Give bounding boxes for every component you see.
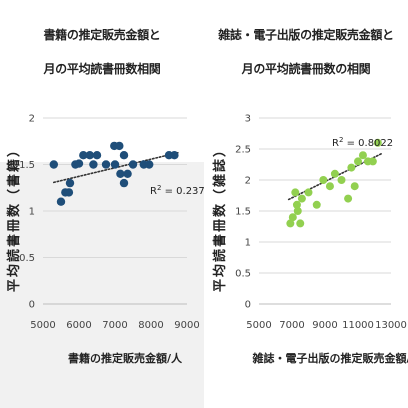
- data-point: [292, 200, 301, 209]
- data-point: [89, 160, 98, 169]
- chart-panel-books: 書籍の推定販売金額と 月の平均読書冊数相関 0 0.5 1 1.5 2 5000 6000 7…: [6, 28, 205, 366]
- data-point: [115, 141, 124, 151]
- shaded-background-band: [0, 162, 204, 408]
- data-point: [350, 182, 359, 191]
- r-squared-label: R2 = 0.237: [150, 184, 205, 197]
- x-axis-label: 雑誌・電子出版の推定販売金額/人: [251, 351, 408, 365]
- data-point: [123, 169, 132, 178]
- y-tick-label: 0: [29, 300, 35, 311]
- data-point: [347, 163, 356, 172]
- chart-panel-magazines: 雑誌・電子出版の推定販売金額と 月の平均読書冊数の相関 0 0.5 1 1.5 2 2.5…: [204, 0, 408, 408]
- y-axis-label: 平均読書冊数（書籍）: [6, 142, 22, 292]
- data-point: [286, 219, 295, 228]
- y-tick-label: 1: [245, 238, 251, 249]
- data-point: [330, 169, 339, 178]
- y-tick-label: 2: [245, 176, 251, 187]
- data-point: [293, 207, 302, 215]
- data-point: [296, 219, 305, 228]
- chart-title-line1: 雑誌・電子出版の推定販売金額と: [218, 28, 394, 42]
- data-point: [65, 178, 75, 188]
- x-tick-label: 5000: [30, 320, 55, 331]
- data-point: [116, 169, 125, 178]
- data-point: [64, 188, 74, 197]
- data-point: [145, 160, 154, 169]
- data-point: [101, 160, 111, 169]
- data-point: [85, 151, 95, 160]
- y-tick-label: 0.5: [19, 253, 35, 264]
- data-point: [297, 194, 306, 203]
- x-tick-label: 9000: [174, 320, 199, 331]
- chart-title-line2: 月の平均読書冊数の相関: [241, 62, 371, 76]
- x-tick-label: 9000: [312, 320, 337, 331]
- x-tick-label: 5000: [246, 320, 271, 331]
- x-tick-label: 8000: [138, 320, 163, 331]
- x-axis-label: 書籍の推定販売金額/人: [68, 351, 183, 365]
- y-tick-label: 0.5: [235, 269, 251, 280]
- y-tick-label: 0: [245, 300, 251, 311]
- x-tick-label: 7000: [279, 320, 304, 331]
- data-point: [337, 176, 346, 184]
- data-point: [79, 151, 88, 160]
- y-tick-label: 1.5: [235, 207, 251, 218]
- data-point: [170, 151, 179, 160]
- data-point: [325, 182, 334, 191]
- data-point: [291, 188, 300, 197]
- x-tick-label: 13000: [375, 320, 407, 331]
- y-tick-label: 2: [29, 114, 35, 125]
- data-point: [358, 151, 367, 160]
- data-point: [74, 159, 84, 168]
- data-point: [49, 160, 58, 169]
- data-point: [373, 138, 382, 147]
- chart-title-line1: 書籍の推定販売金額と: [43, 28, 161, 42]
- x-tick-label: 6000: [66, 320, 91, 331]
- data-point: [354, 157, 362, 166]
- r-squared-label: R2 = 0.8022: [332, 136, 393, 149]
- x-tick-label: 11000: [342, 320, 374, 331]
- scatter-plot-magazines: 0 0.5 1 1.5 2 2.5 3 5000 7000 9000 11000 13000 R2 = …: [212, 114, 408, 366]
- y-tick-label: 1.5: [19, 160, 35, 171]
- y-tick-label: 3: [245, 114, 251, 125]
- x-tick-label: 7000: [102, 320, 127, 331]
- y-tick-label: 2.5: [235, 145, 251, 156]
- data-point: [110, 160, 120, 169]
- scatter-plot-books: 0 0.5 1 1.5 2 5000 6000 7000 8000 9000 R2 = 0.237 平…: [6, 114, 205, 366]
- data-point: [319, 176, 328, 184]
- data-point: [368, 157, 377, 166]
- data-point: [288, 213, 297, 222]
- data-point: [56, 197, 66, 206]
- data-point: [92, 151, 102, 160]
- data-point: [312, 200, 321, 209]
- data-point: [128, 160, 138, 169]
- y-tick-label: 1: [29, 207, 35, 218]
- chart-title-line2: 月の平均読書冊数相関: [43, 62, 161, 76]
- data-point: [304, 188, 313, 197]
- data-point: [344, 194, 353, 203]
- data-point: [119, 151, 129, 160]
- data-point: [119, 178, 129, 188]
- y-axis-label: 平均読書冊数（雑誌）: [212, 142, 228, 292]
